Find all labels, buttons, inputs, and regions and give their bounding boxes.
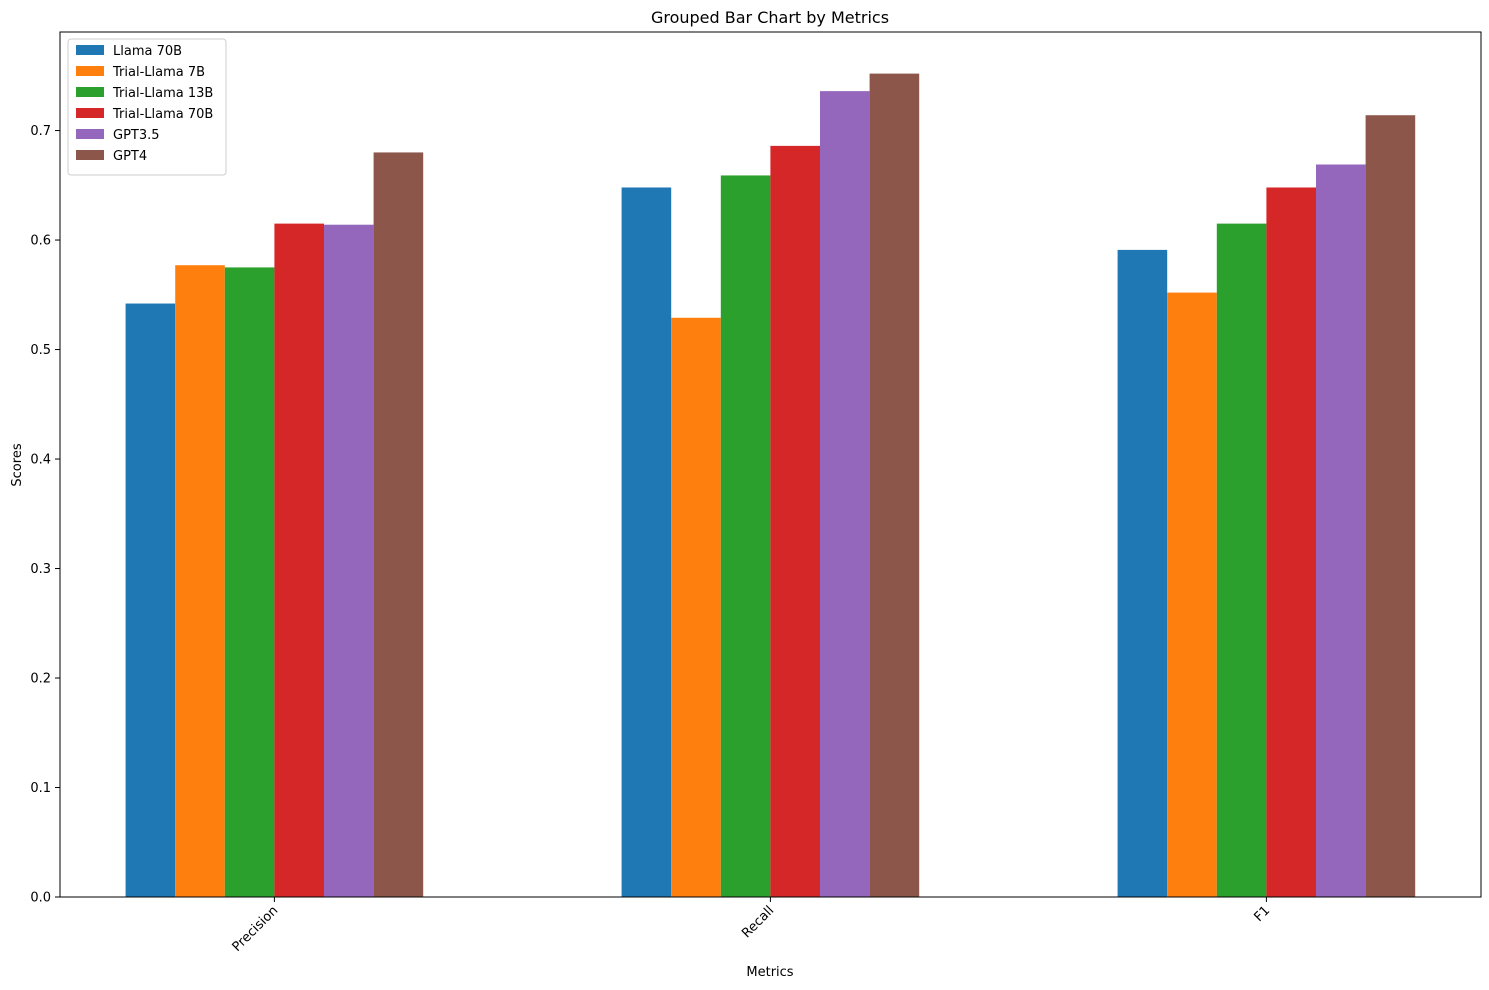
bar xyxy=(1266,187,1316,898)
y-tick-label: 0.1 xyxy=(30,781,51,796)
legend-label: Trial-Llama 13B xyxy=(112,86,213,101)
legend-label: GPT4 xyxy=(113,149,147,164)
bar xyxy=(125,303,176,897)
y-tick-label: 0.0 xyxy=(30,891,51,906)
bars-layer xyxy=(125,73,1416,898)
x-tick-label: F1 xyxy=(1251,903,1273,925)
legend-box xyxy=(67,38,227,176)
legend-label: Trial-Llama 70B xyxy=(112,107,213,122)
bar xyxy=(224,267,275,897)
bar xyxy=(671,317,721,897)
y-tick-label: 0.2 xyxy=(30,672,51,687)
bar xyxy=(621,187,672,898)
bar xyxy=(1117,249,1168,897)
legend-swatch xyxy=(76,66,104,76)
legend-swatch xyxy=(76,45,104,55)
bar xyxy=(274,223,324,898)
legend-swatch xyxy=(76,108,104,118)
bar xyxy=(1365,115,1416,898)
bar xyxy=(1167,292,1217,898)
x-tick-label: Precision xyxy=(230,903,282,955)
bar xyxy=(1216,223,1267,898)
y-tick-label: 0.4 xyxy=(30,453,51,468)
bar xyxy=(869,73,920,898)
x-tick-label: Recall xyxy=(739,903,777,941)
y-tick-label: 0.3 xyxy=(30,562,51,577)
bar xyxy=(373,152,424,897)
legend-label: GPT3.5 xyxy=(113,128,160,143)
x-axis-label: Metrics xyxy=(746,965,793,980)
bar xyxy=(324,224,374,897)
y-tick-label: 0.7 xyxy=(30,124,51,139)
legend-swatch xyxy=(76,129,104,139)
legend-swatch xyxy=(76,150,104,160)
bar xyxy=(720,175,771,897)
y-tick-label: 0.5 xyxy=(30,343,51,358)
bar xyxy=(770,145,820,897)
chart-title: Grouped Bar Chart by Metrics xyxy=(651,8,889,27)
legend-label: Llama 70B xyxy=(113,44,182,59)
y-tick-label: 0.6 xyxy=(30,234,51,249)
legend-label: Trial-Llama 7B xyxy=(112,65,205,80)
bar xyxy=(820,91,870,897)
legend: Llama 70B Trial-Llama 7B Trial-Llama 13B Tr… xyxy=(67,38,227,176)
bar xyxy=(175,265,225,898)
legend-swatch xyxy=(76,87,104,97)
y-axis-label: Scores xyxy=(10,443,25,486)
bar xyxy=(1316,164,1366,898)
